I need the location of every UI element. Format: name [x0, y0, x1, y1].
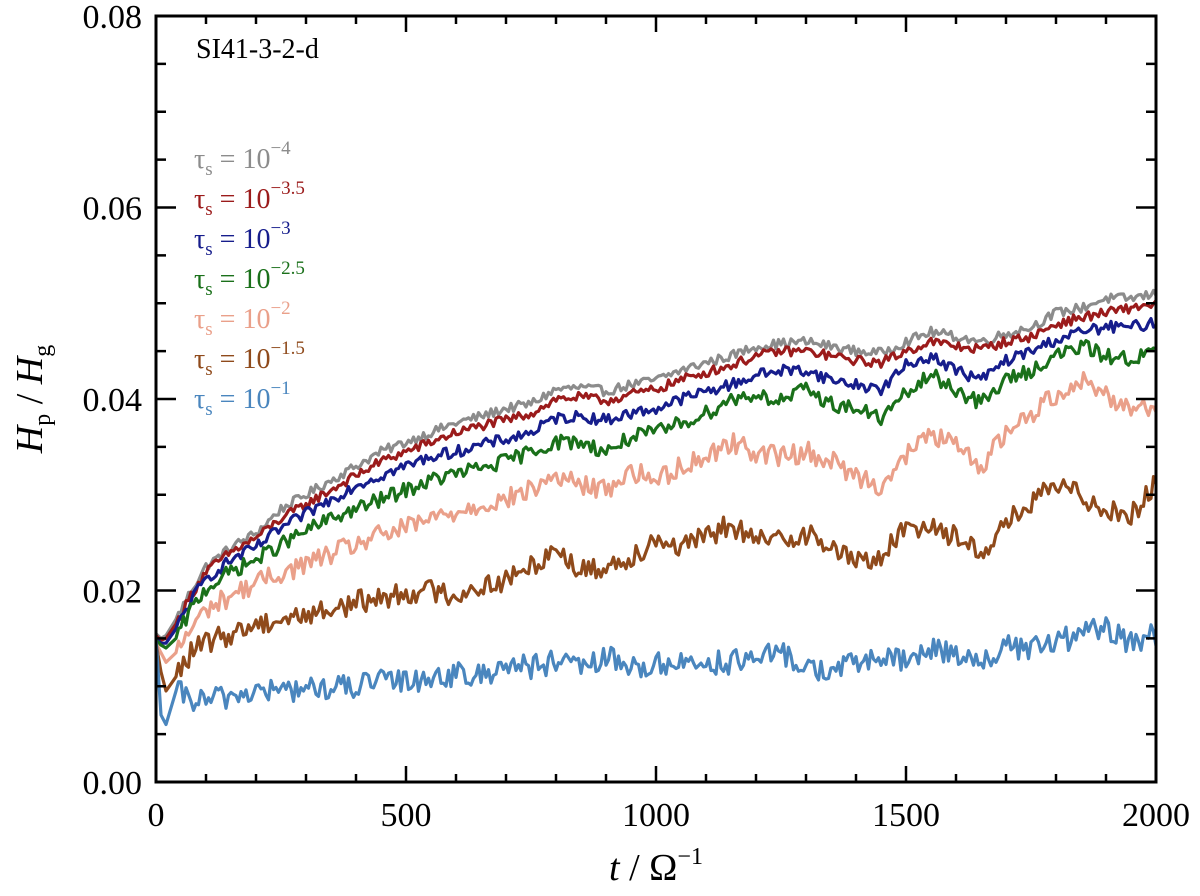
legend-entry-tau-1e-4: τs = 10−4 [194, 138, 291, 180]
x-axis-exp: −1 [677, 844, 703, 870]
series-line-tau-1e-3 [156, 317, 1156, 645]
y-axis-title: Hp / Hg [9, 345, 56, 454]
x-tick-label: 500 [381, 797, 432, 834]
y-tick-label: 0.08 [83, 0, 143, 36]
panel-label: SI41-3-2-d [196, 34, 319, 65]
x-tick-label: 2000 [1122, 797, 1190, 834]
tick-labels-layer: 0 500 1000 1500 2000 0.00 0.02 0.04 0.06 0.08 [83, 0, 1191, 834]
x-axis-var: t [609, 847, 621, 889]
y-axis-sep: / [9, 384, 51, 414]
y-tick-label: 0.04 [83, 382, 143, 419]
x-axis-title: t / Ω−1 [609, 844, 703, 889]
plot-frame [154, 14, 1158, 784]
legend-entry-tau-1e-3: τs = 10−3 [194, 218, 291, 260]
series-layer [156, 288, 1156, 727]
x-tick-label: 0 [148, 797, 165, 834]
ticks-layer [154, 14, 1158, 784]
legend-entry-tau-1e-1.5: τs = 10−1.5 [194, 338, 305, 380]
y-tick-label: 0.02 [83, 574, 143, 611]
x-axis-sep: / [620, 847, 650, 889]
legend-entry-tau-1e-3.5: τs = 10−3.5 [194, 178, 305, 220]
y-axis-num-sub: p [30, 414, 56, 426]
x-tick-label: 1000 [622, 797, 690, 834]
x-axis-base: Ω [649, 847, 677, 889]
y-axis-den-sub: g [30, 345, 56, 357]
series-line-tau-1e-2.5 [156, 339, 1156, 650]
y-axis-num: H [9, 423, 51, 454]
legend-entry-tau-1e-2.5: τs = 10−2.5 [194, 258, 305, 300]
y-tick-label: 0.00 [83, 765, 143, 802]
x-tick-label: 1500 [872, 797, 940, 834]
series-line-tau-1e-2 [156, 371, 1156, 664]
series-line-tau-1e-1.5 [156, 475, 1156, 693]
series-line-tau-1e-3.5 [156, 299, 1156, 642]
y-axis-den: H [9, 354, 51, 385]
legend-entry-tau-1e-2: τs = 10−2 [194, 298, 291, 340]
legend: τs = 10−4τs = 10−3.5τs = 10−3τs = 10−2.5… [194, 138, 305, 420]
series-line-tau-1e-1 [156, 616, 1156, 727]
y-tick-label: 0.06 [83, 191, 143, 228]
legend-entry-tau-1e-1: τs = 10−1 [194, 378, 291, 420]
